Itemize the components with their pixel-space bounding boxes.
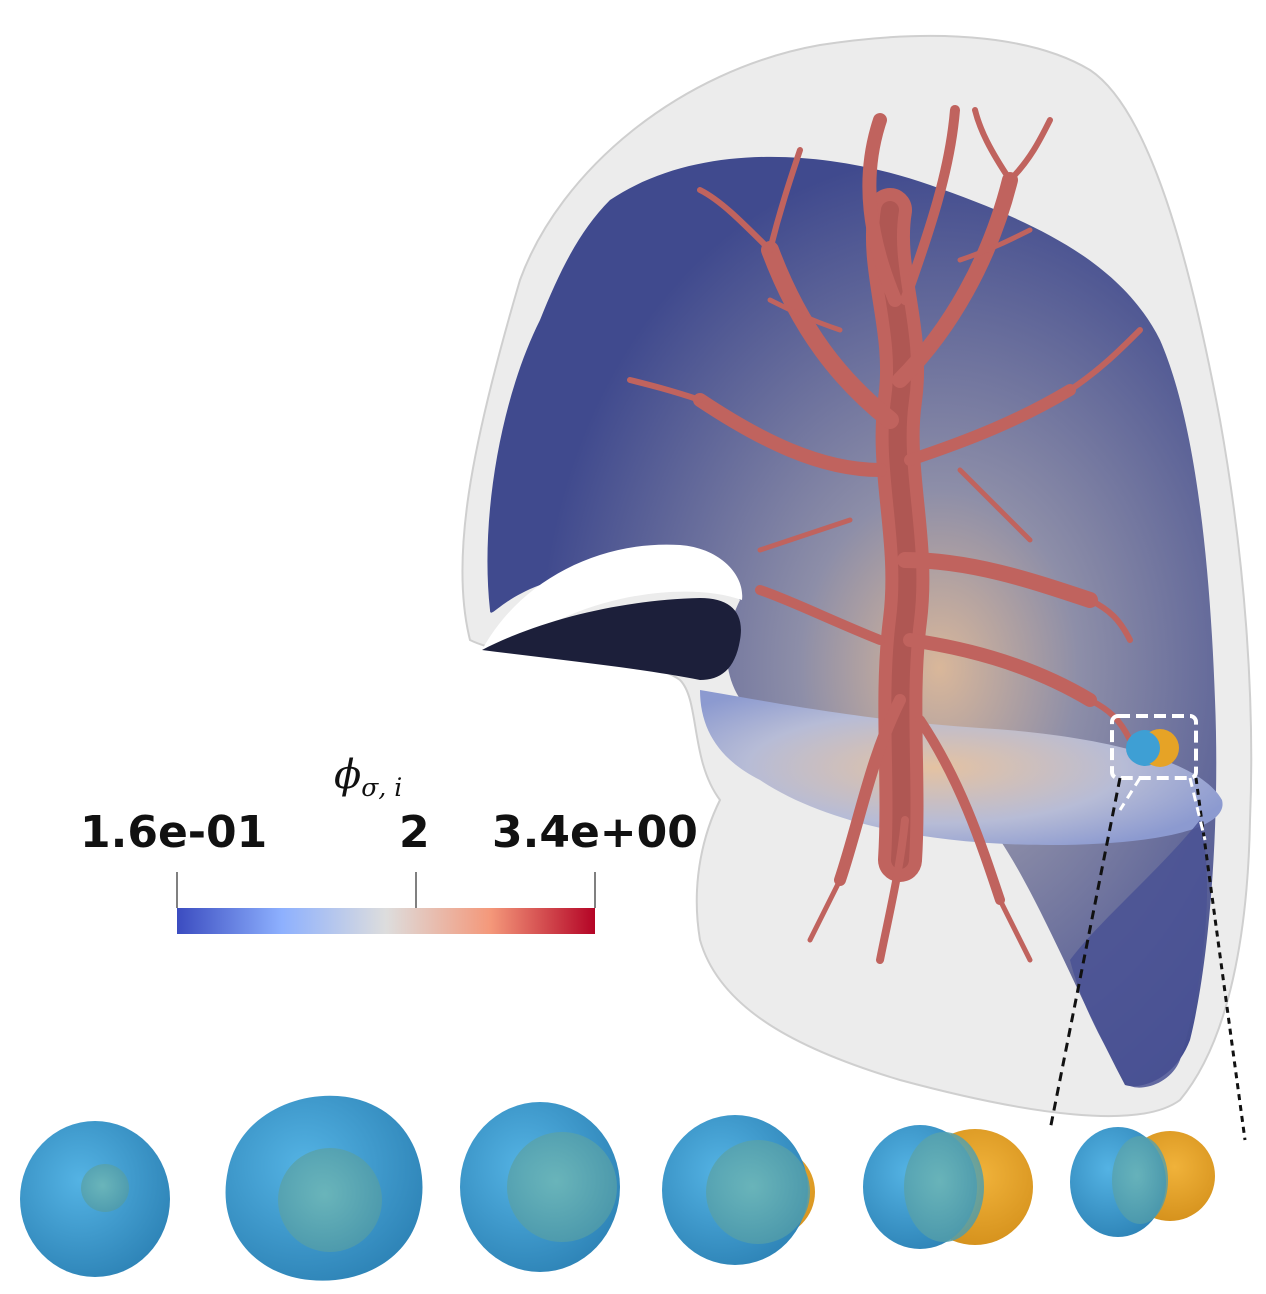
colorbar-mid-label: 2 <box>399 807 430 858</box>
vessel-tree <box>627 105 1143 964</box>
zoom-tumor-marker <box>1126 729 1179 767</box>
lung-lower-wall <box>1070 820 1208 1088</box>
tumor-stage-6 <box>1070 1127 1215 1237</box>
colorbar-max-label: 3.4e+00 <box>492 807 698 858</box>
tumor-stage-1 <box>20 1121 170 1277</box>
colorbar-min-label: 1.6e-01 <box>80 807 267 858</box>
zoom-line-right-upper <box>1188 777 1207 841</box>
zoom-line-left-upper <box>1118 777 1142 811</box>
lung-floor-cut <box>700 690 1223 845</box>
colorbar: ϕσ, i 1.6e-01 2 3.4e+00 <box>80 752 698 934</box>
colorbar-title: ϕσ, i <box>334 752 402 802</box>
tumor-stage-5 <box>863 1125 1033 1249</box>
tumor-stage-2 <box>225 1095 423 1281</box>
lung-notch-lip <box>482 598 741 680</box>
tumor-stage-4 <box>662 1115 815 1265</box>
colorbar-gradient <box>177 908 595 934</box>
zoom-box <box>1110 714 1198 780</box>
tumor-stage-3 <box>460 1102 620 1272</box>
